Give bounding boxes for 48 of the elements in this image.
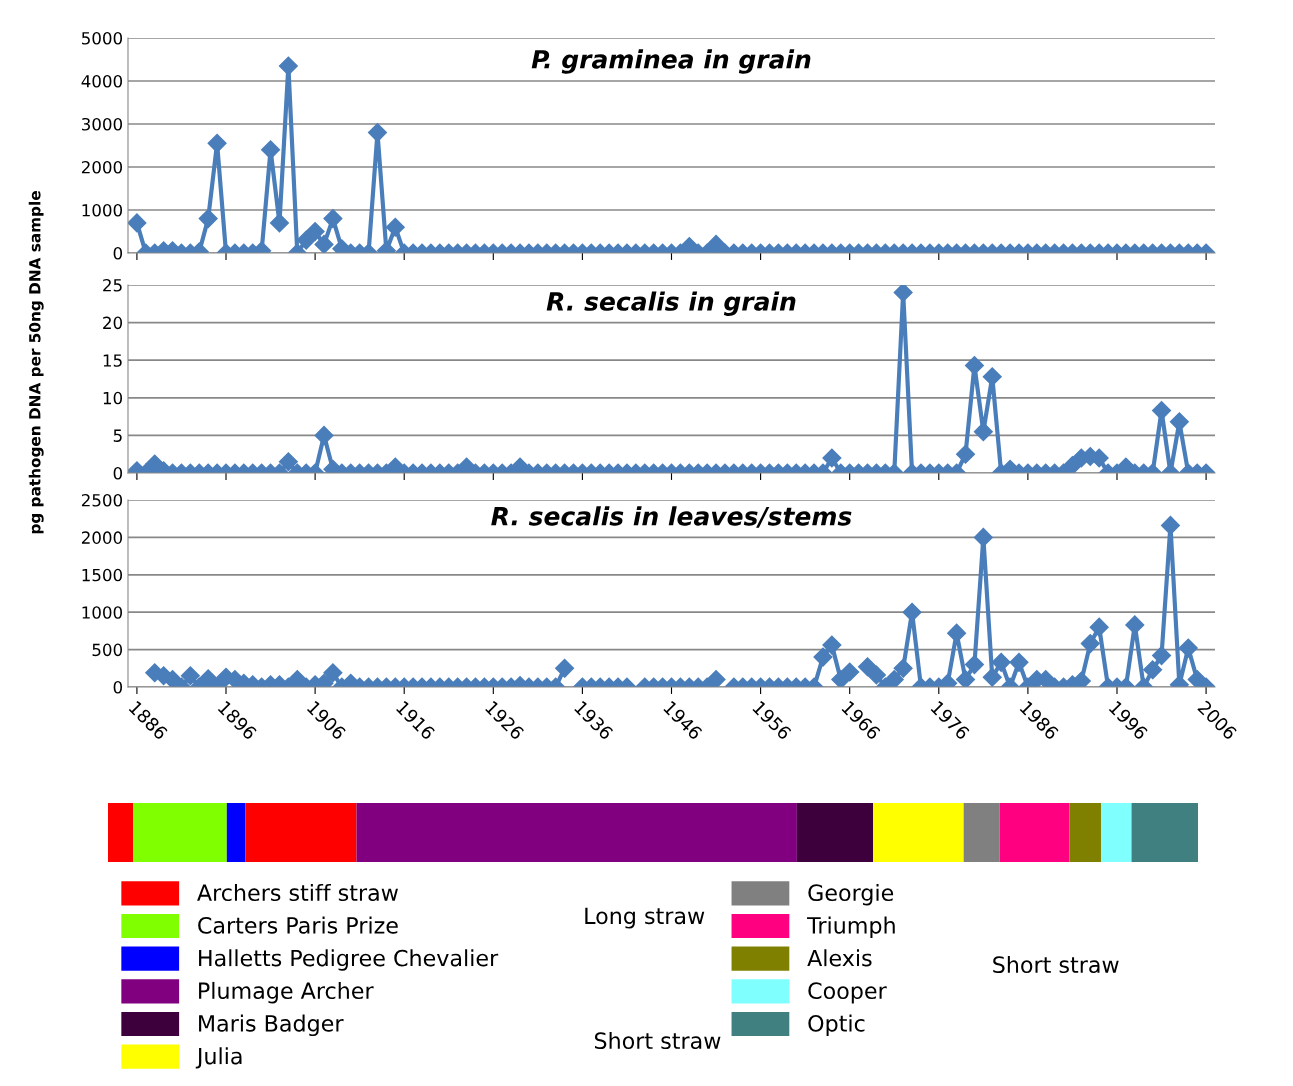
text: Long straw	[585, 907, 705, 929]
legend-label: Optic	[808, 1014, 865, 1037]
legend-label: Julia	[195, 1047, 242, 1069]
legend-label: Alexis	[807, 949, 872, 967]
y-tick-label: 20	[103, 316, 123, 330]
y-tick-label: 1000	[82, 606, 123, 619]
y-tick-label: 5	[113, 429, 122, 442]
bar	[108, 803, 134, 862]
y-tick-label: 5000	[82, 31, 123, 45]
chart-title: P. graminea in grain	[531, 49, 811, 74]
legend-label: Triumph	[807, 916, 895, 939]
y-tick-label: 1500	[82, 568, 123, 582]
bar	[1131, 803, 1198, 862]
bar	[796, 803, 874, 862]
legend-label: Carters Paris Prize	[198, 916, 398, 934]
legend-label: Cooper	[808, 982, 887, 1004]
bar	[245, 803, 357, 862]
y-tick-label: 2000	[81, 160, 123, 174]
y-tick-label: 0	[113, 466, 123, 480]
text: Short straw	[993, 955, 1119, 974]
bar	[1100, 803, 1132, 862]
y-tick-label: 500	[92, 643, 123, 657]
bar	[133, 803, 227, 862]
chart-title: R. secalis in grain	[546, 291, 796, 316]
bar	[999, 803, 1070, 862]
y-tick-label: 10	[103, 391, 123, 405]
y-tick-label: 0	[113, 680, 123, 694]
bar	[873, 803, 964, 862]
y-tick-label: 3000	[81, 117, 123, 131]
legend-label: Archers stiff straw	[197, 883, 398, 902]
y-tick-label: 2000	[81, 531, 123, 544]
y-tick-label: 1000	[82, 203, 123, 217]
bar	[226, 803, 246, 862]
bar	[356, 803, 797, 862]
y-tick-label: 15	[103, 354, 122, 367]
y-tick-label: 25	[103, 278, 122, 292]
bar	[963, 803, 1000, 862]
legend-label: Halletts Pedigree Chevalier	[199, 949, 499, 971]
y-axis-title: pg pathogen DNA per 50ng DNA sample	[28, 191, 44, 534]
y-tick-label: 4000	[81, 74, 123, 88]
legend-label: Plumage Archer	[199, 981, 374, 1004]
y-tick-label: 2500	[81, 493, 123, 507]
bar	[1069, 803, 1101, 862]
legend-label: Georgie	[808, 883, 894, 906]
chart-title: R. secalis in leaves/stems	[491, 506, 852, 528]
y-tick-label: 0	[113, 246, 123, 260]
legend-label: Maris Badger	[199, 1014, 344, 1037]
text: Short straw	[594, 1031, 721, 1050]
